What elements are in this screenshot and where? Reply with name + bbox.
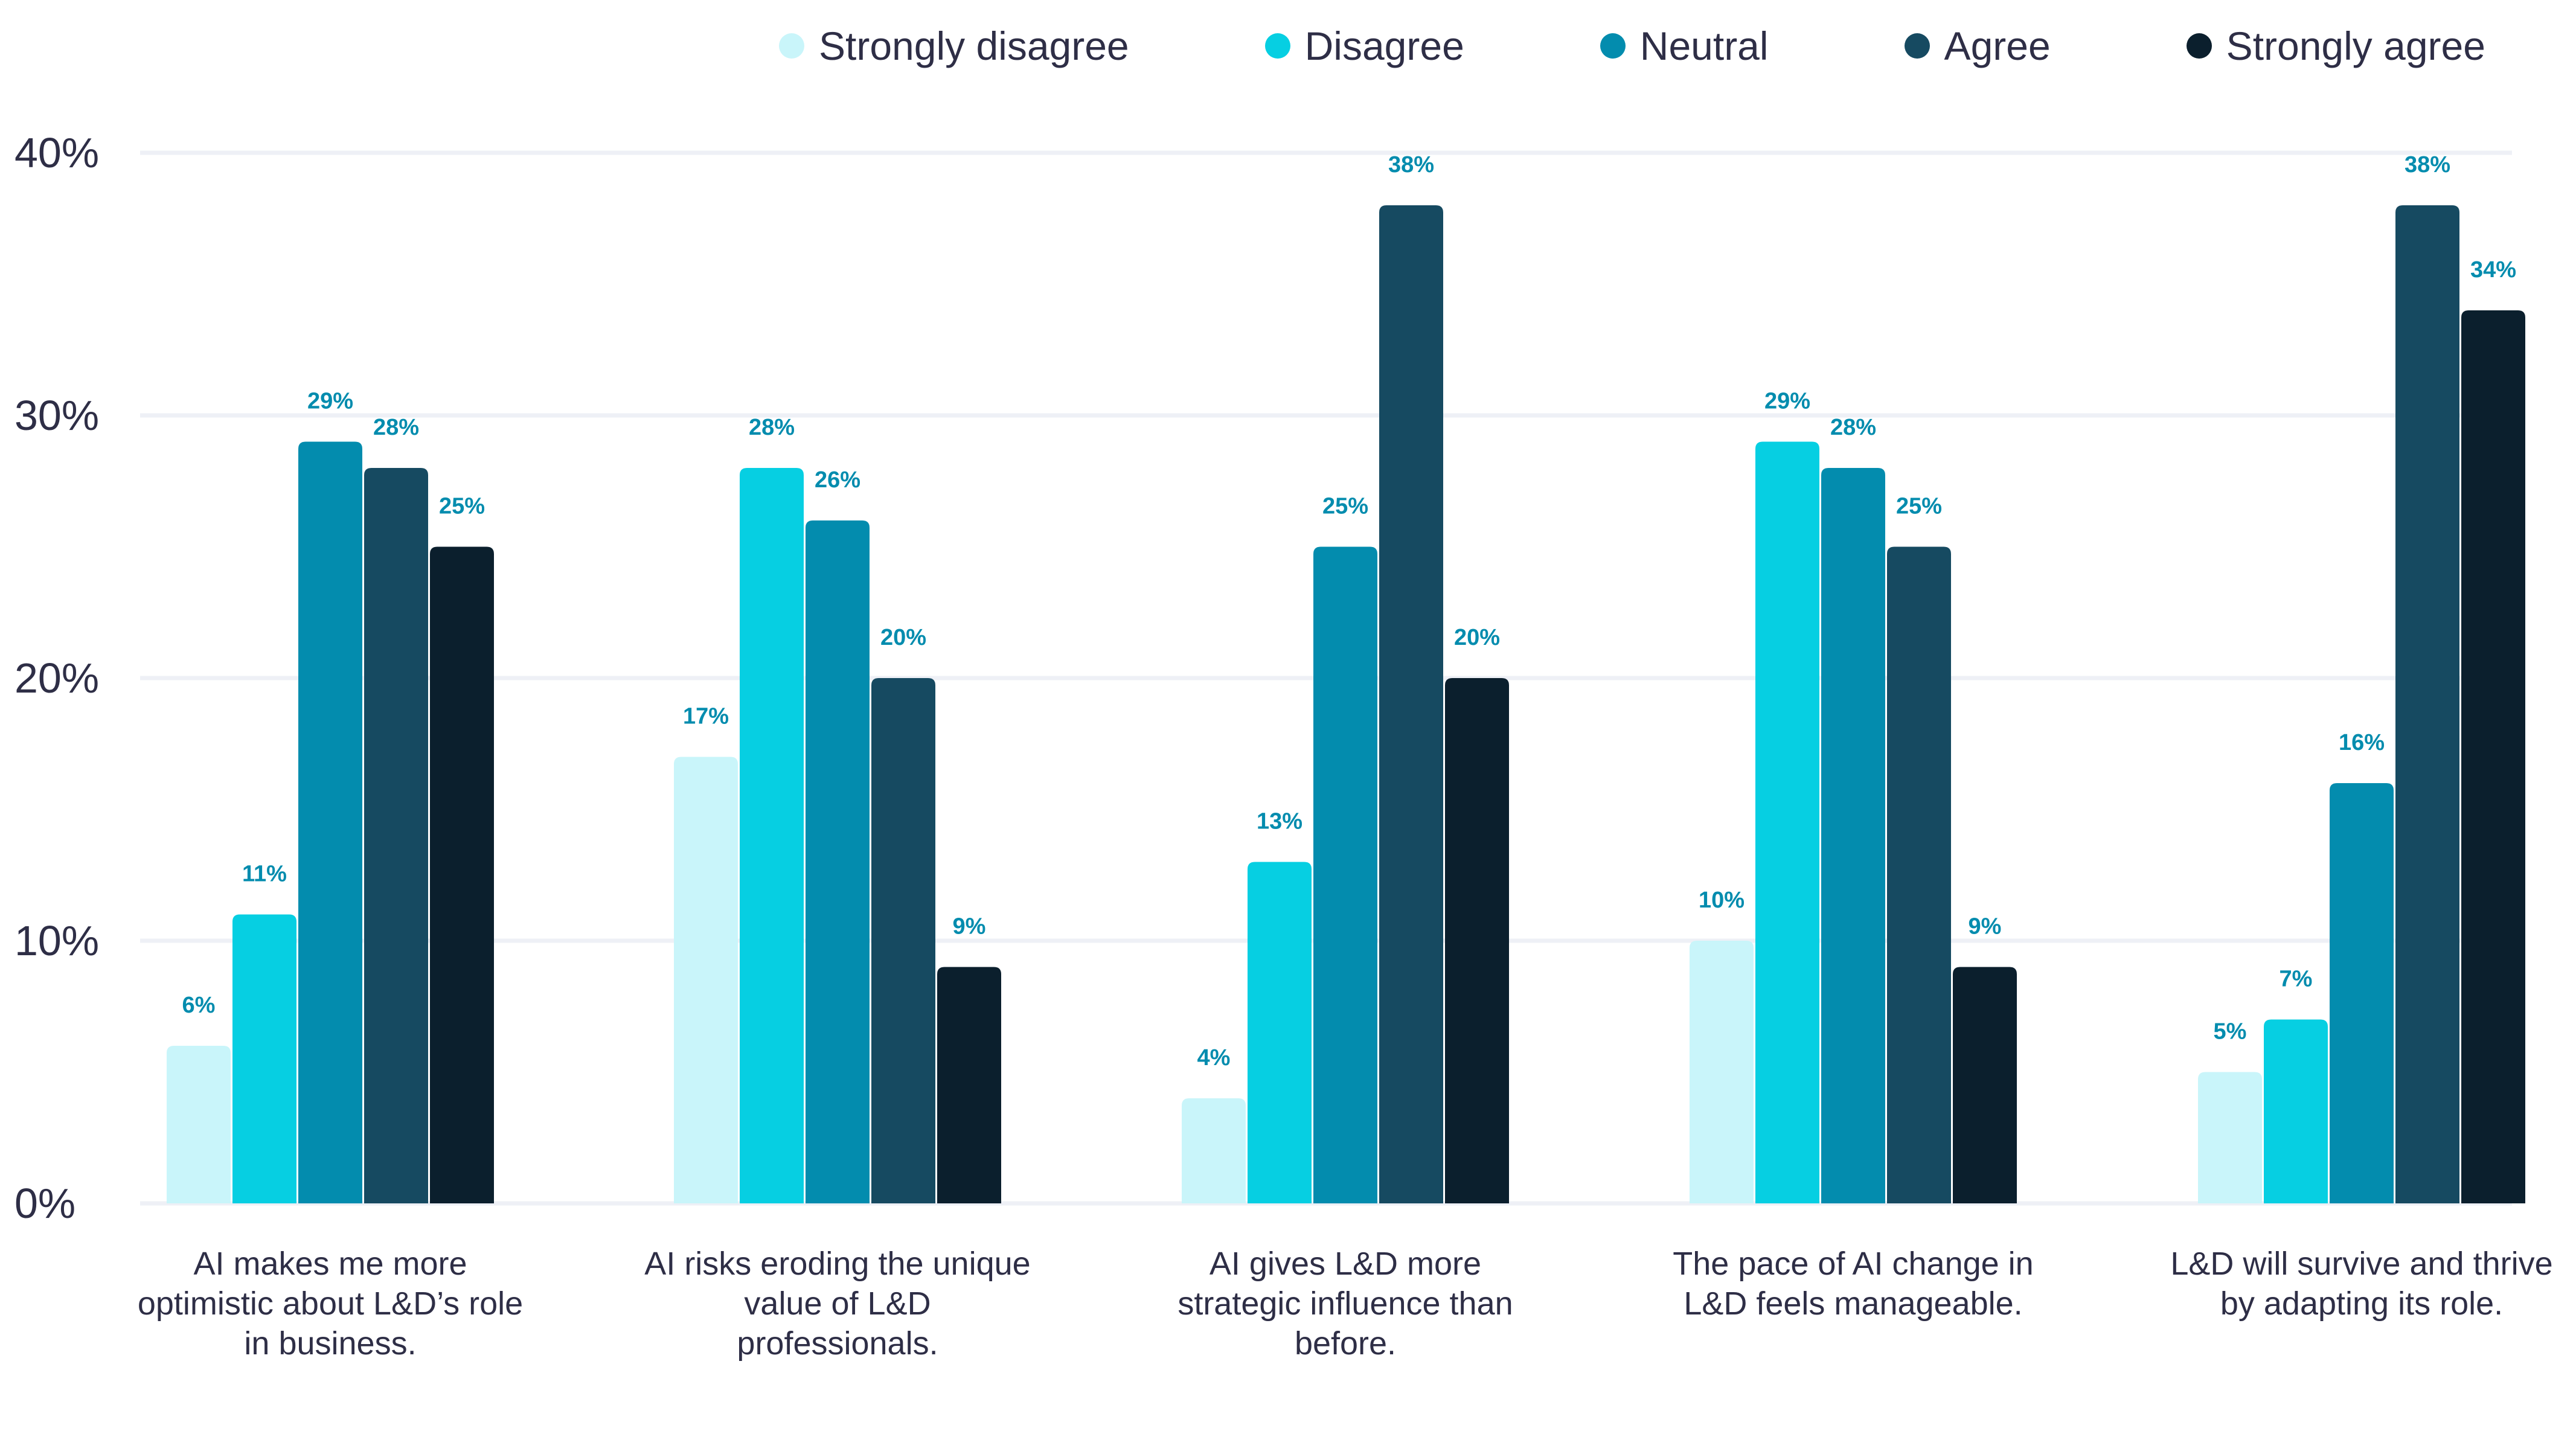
- bar: [937, 967, 1001, 1203]
- data-label: 6%: [182, 993, 216, 1018]
- bar: [2395, 205, 2459, 1203]
- legend-swatch: [779, 33, 804, 59]
- legend-label: Agree: [1944, 24, 2051, 68]
- data-label: 26%: [815, 467, 860, 493]
- legend-item: Disagree: [1264, 23, 1464, 69]
- bar: [674, 757, 738, 1203]
- legend-swatch: [1264, 33, 1290, 59]
- bar: [1445, 678, 1509, 1203]
- data-label: 28%: [1830, 415, 1876, 440]
- chart-legend: Strongly disagree Disagree Neutral Agree Str…: [779, 23, 2485, 69]
- bar: [740, 468, 804, 1203]
- legend-item: Strongly disagree: [779, 23, 1129, 69]
- bar: [1953, 967, 2017, 1203]
- bar: [364, 468, 428, 1203]
- data-label: 38%: [1388, 152, 1434, 178]
- category-label: AI makes me more optimistic about L&D’s …: [137, 1246, 524, 1362]
- category-label: AI risks eroding the unique value of L&D…: [644, 1246, 1031, 1362]
- data-label: 28%: [373, 415, 419, 440]
- legend-item: Neutral: [1600, 23, 1769, 69]
- bar: [1821, 468, 1885, 1203]
- data-label: 25%: [1896, 494, 1942, 519]
- bar: [167, 1046, 231, 1203]
- legend-label: Strongly agree: [2226, 24, 2485, 68]
- bar: [298, 441, 362, 1203]
- legend-label: Strongly disagree: [819, 24, 1129, 68]
- bar: [2330, 783, 2394, 1203]
- legend-swatch: [2186, 33, 2212, 59]
- bar: [1755, 441, 1819, 1203]
- bar: [2264, 1019, 2328, 1203]
- bar: [430, 546, 494, 1203]
- data-label: 4%: [1197, 1045, 1231, 1071]
- legend-item: Strongly agree: [2186, 23, 2485, 69]
- data-label: 34%: [2470, 257, 2516, 283]
- data-label: 16%: [2339, 730, 2385, 755]
- category-label: L&D will survive and thrive by adapting …: [2170, 1246, 2553, 1322]
- data-label: 29%: [307, 389, 353, 414]
- bar: [1248, 862, 1312, 1203]
- legend-label: Neutral: [1639, 24, 1769, 68]
- data-label: 29%: [1764, 389, 1810, 414]
- data-label: 20%: [1454, 625, 1500, 650]
- data-label: 28%: [749, 415, 795, 440]
- bar: [1887, 546, 1951, 1203]
- legend-swatch: [1600, 33, 1626, 59]
- bar: [1690, 941, 1754, 1203]
- data-label: 25%: [1322, 494, 1368, 519]
- data-label: 9%: [1969, 914, 2002, 940]
- data-label: 11%: [242, 862, 287, 887]
- bar: [1379, 205, 1443, 1203]
- bar: [1182, 1098, 1246, 1203]
- bar: [2461, 310, 2525, 1203]
- category-label: The pace of AI change in L&D feels manag…: [1673, 1246, 2034, 1322]
- y-tick-label: 40%: [14, 129, 99, 176]
- y-tick-label: 20%: [14, 655, 99, 702]
- bar: [806, 520, 870, 1203]
- legend-swatch: [1904, 33, 1930, 59]
- data-label: 10%: [1699, 888, 1745, 913]
- data-label: 17%: [683, 704, 729, 729]
- y-tick-label: 30%: [14, 392, 99, 439]
- bar: [871, 678, 935, 1203]
- data-label: 13%: [1257, 809, 1302, 834]
- bar: [2198, 1072, 2262, 1203]
- bar: [1313, 546, 1377, 1203]
- legend-item: Agree: [1904, 23, 2051, 69]
- data-label: 38%: [2405, 152, 2450, 178]
- y-tick-label: 10%: [14, 917, 99, 964]
- data-label: 9%: [953, 914, 986, 940]
- data-label: 20%: [880, 625, 926, 650]
- legend-label: Disagree: [1304, 24, 1464, 68]
- category-label: AI gives L&D more strategic influence th…: [1177, 1246, 1513, 1362]
- bar: [232, 914, 296, 1203]
- data-label: 7%: [2280, 967, 2313, 992]
- data-label: 5%: [2214, 1019, 2247, 1045]
- y-tick-label: 0%: [14, 1180, 75, 1227]
- data-label: 25%: [439, 494, 485, 519]
